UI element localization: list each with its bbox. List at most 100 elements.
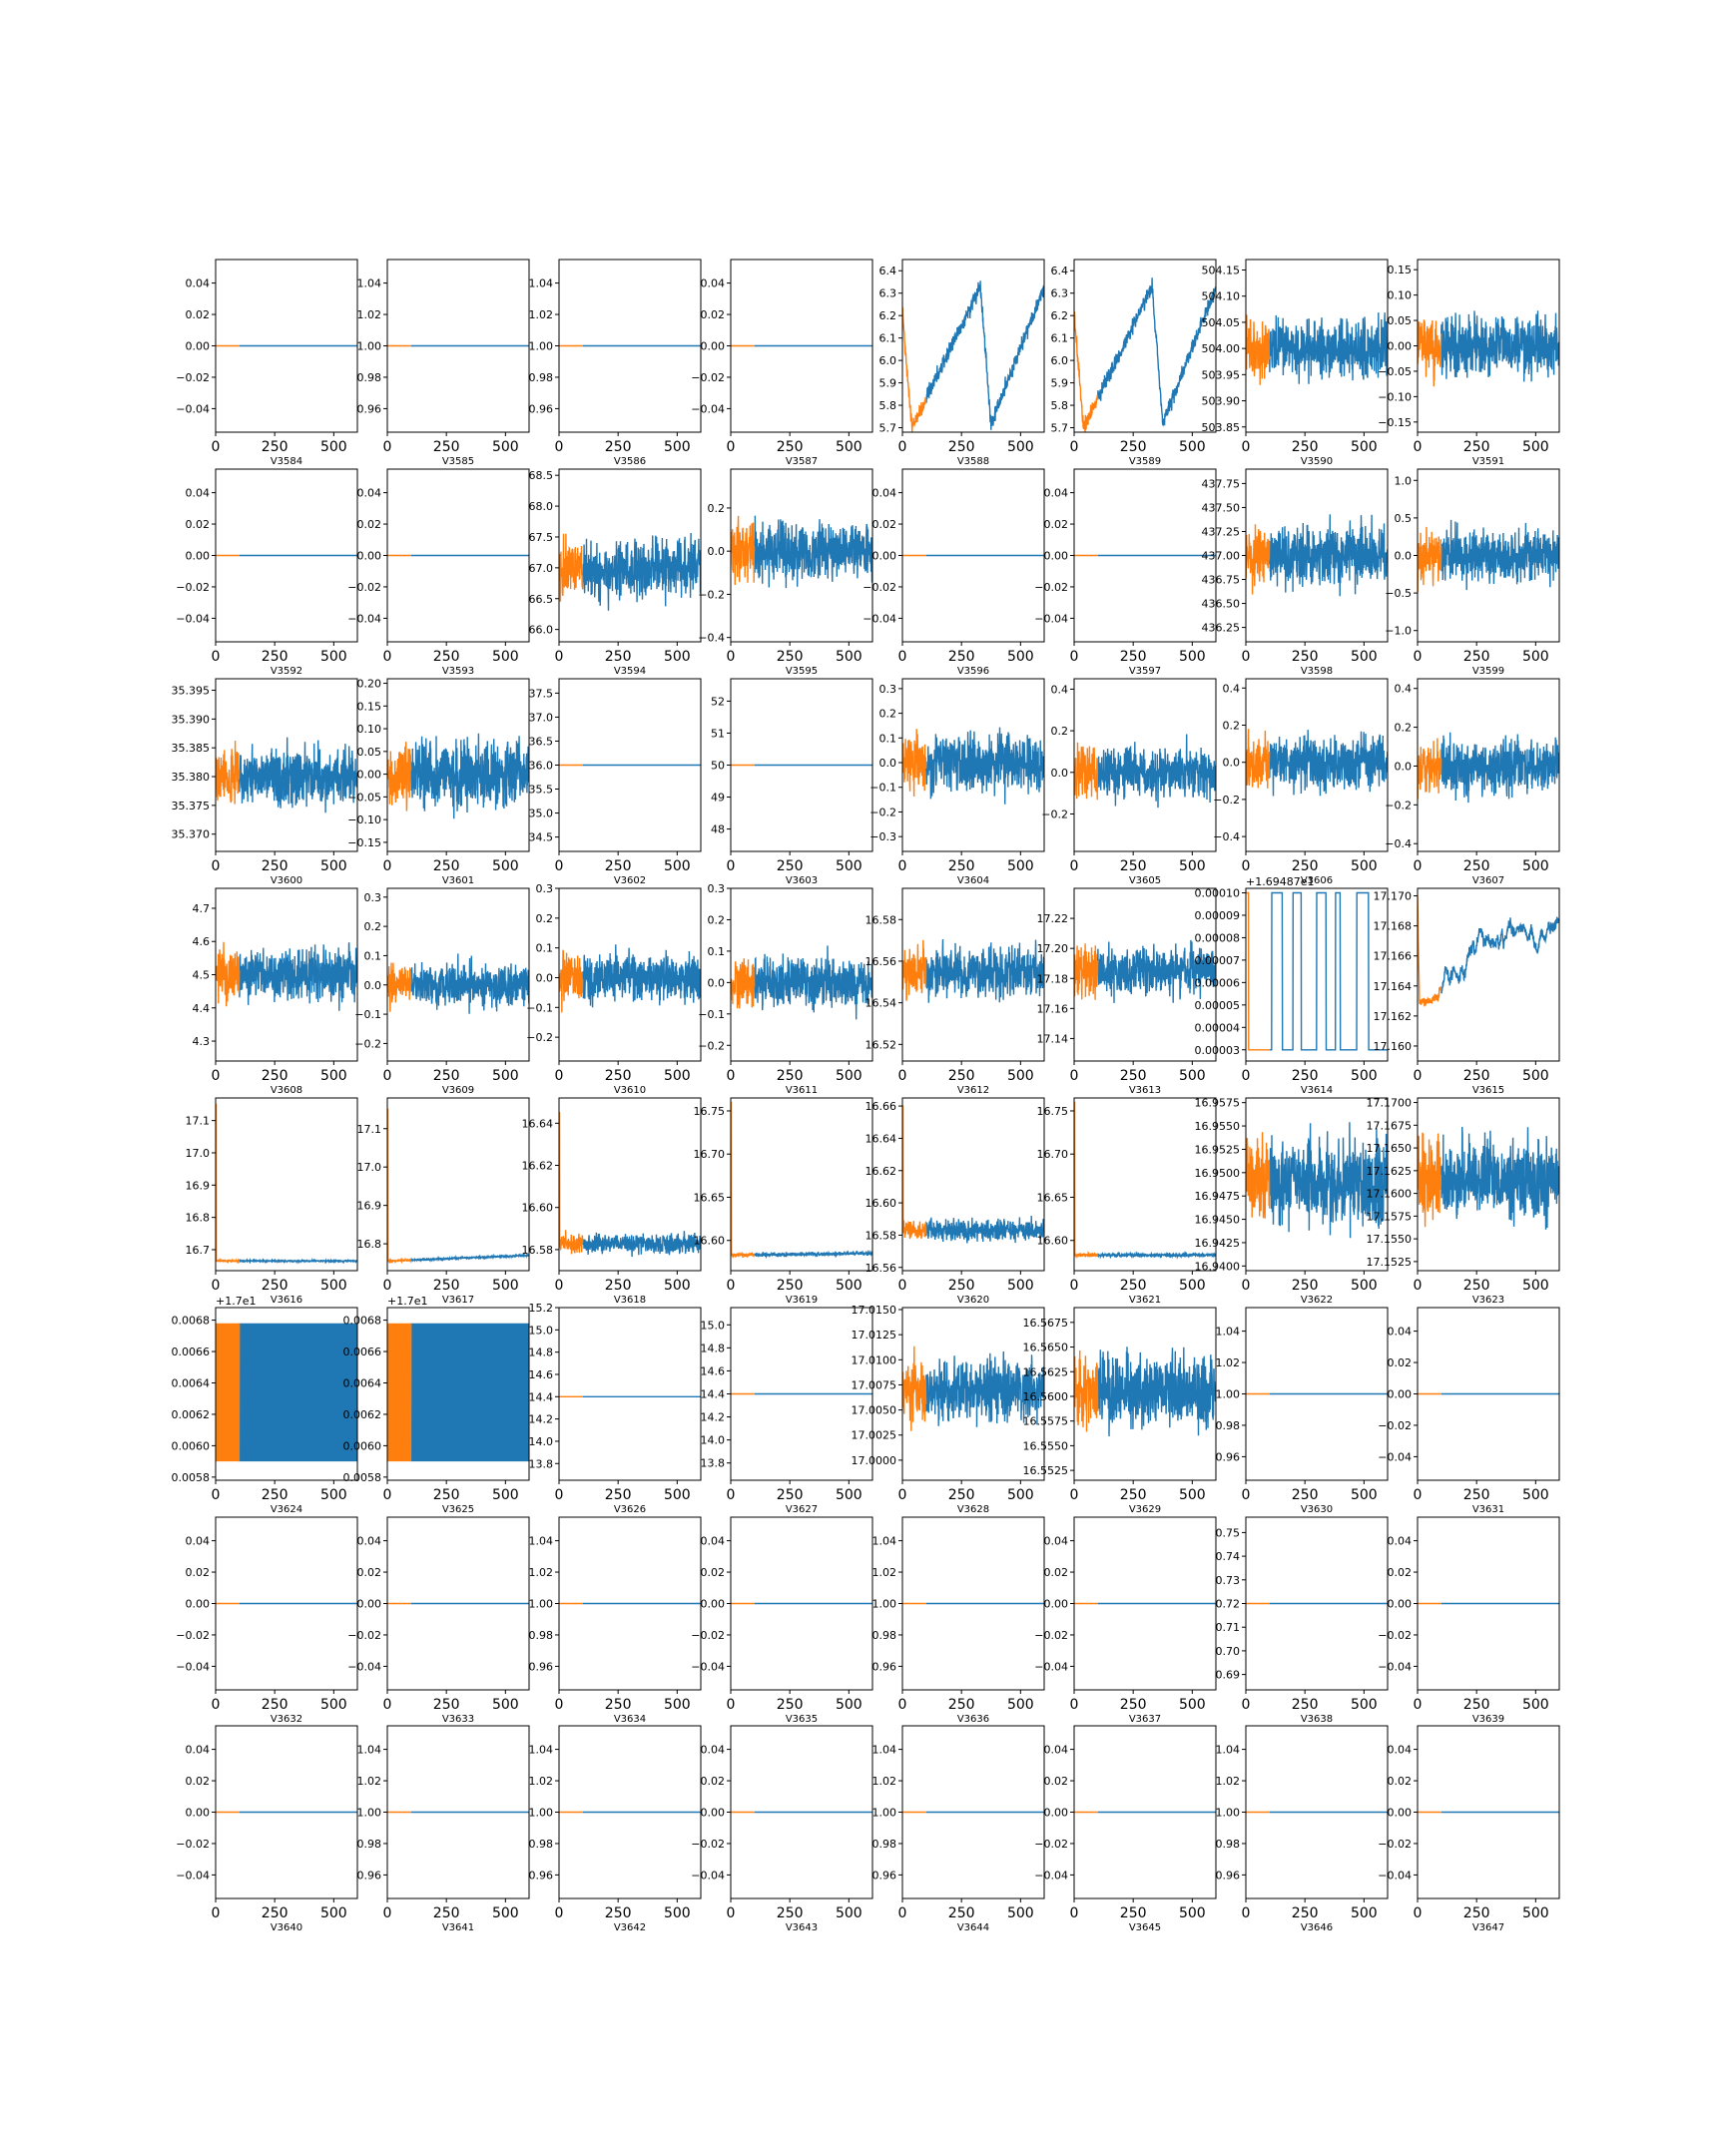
axes-frame (1417, 1097, 1560, 1272)
ytick-label: 0.04 (701, 1535, 726, 1548)
ytick-label: 17.1675 (1367, 1119, 1413, 1132)
ytick-label: 67.5 (529, 531, 554, 544)
series-test-line (1097, 939, 1216, 1003)
ytick-label: 16.64 (865, 1132, 897, 1145)
ytick-label: 16.52 (865, 1038, 897, 1051)
ytick-label: 16.9450 (1195, 1214, 1241, 1227)
ytick-label: 1.00 (357, 340, 382, 353)
xtick-label: 250 (433, 1068, 460, 1084)
xtick-label: 250 (433, 439, 460, 455)
ytick-label: 15.0 (701, 1319, 726, 1332)
ytick-label: −0.2 (698, 588, 725, 601)
xtick-label: 0 (1070, 439, 1079, 455)
ytick-label: 0.0 (536, 971, 554, 984)
ytick-label: −0.02 (691, 371, 725, 384)
series-test-line (925, 280, 1044, 430)
ytick-label: 0.00004 (1195, 1021, 1241, 1034)
xtick-label: 500 (1007, 1905, 1034, 1921)
ytick-label: −0.04 (1034, 1660, 1068, 1673)
subplot-xlabel: V3604 (957, 875, 989, 886)
ytick-label: −0.02 (176, 371, 210, 384)
ytick-label: 17.0000 (852, 1454, 897, 1467)
ytick-label: 0.04 (357, 1535, 382, 1548)
subplot-V3629: 16.5675 16.5650 16.5625 16.5600 16.5575 16.55… (1023, 1307, 1217, 1515)
xtick-label: 0 (212, 1905, 221, 1921)
ytick-label: 0.1 (364, 949, 382, 962)
ytick-label: 0.2 (879, 708, 897, 721)
xtick-label: 500 (1351, 1278, 1378, 1294)
xtick-label: 250 (948, 1905, 975, 1921)
xtick-label: 0 (212, 1278, 221, 1294)
subplot-xlabel: V3612 (957, 1085, 989, 1096)
xtick-label: 250 (1120, 1487, 1147, 1503)
xtick-label: 500 (1179, 1697, 1206, 1713)
series-test-line (239, 1323, 357, 1462)
subplot-xlabel: V3620 (957, 1295, 989, 1306)
series-train-line (559, 949, 584, 1013)
ytick-label: 0.04 (1388, 1326, 1413, 1339)
xtick-label: 0 (555, 1068, 564, 1084)
subplot-V3585: 1.04 1.02 1.00 0.98 0.96 0 250 500 V3585 (357, 259, 530, 467)
series-train-line (1418, 738, 1442, 800)
ytick-label: 0.00003 (1195, 1044, 1241, 1057)
ytick-label: 0.00 (1388, 1598, 1413, 1611)
xtick-label: 0 (727, 1068, 736, 1084)
ytick-label: 66.0 (529, 624, 554, 637)
ytick-label: 17.160 (1374, 1040, 1413, 1053)
subplot-V3619: 16.75 16.70 16.65 16.60 0 250 500 V3619 (694, 1097, 873, 1306)
subplot-V3634: 1.04 1.02 1.00 0.98 0.96 0 250 500 V3634 (529, 1516, 702, 1725)
ytick-label: 14.6 (529, 1368, 554, 1381)
ytick-label: 0.98 (529, 1629, 554, 1642)
ytick-label: 1.00 (529, 1807, 554, 1820)
xtick-label: 500 (1522, 1697, 1549, 1713)
xtick-label: 0 (898, 1905, 907, 1921)
ytick-label: 1.02 (357, 1775, 382, 1788)
ytick-label: −0.02 (176, 1629, 210, 1642)
series-train-line (1074, 943, 1099, 1000)
series-test-line (1269, 312, 1388, 384)
xtick-label: 250 (777, 1905, 804, 1921)
axes-frame (386, 887, 530, 1062)
subplot-xlabel: V3614 (1301, 1085, 1333, 1096)
ytick-label: 0.98 (357, 371, 382, 384)
ytick-label: 66.5 (529, 593, 554, 606)
ytick-label: 1.04 (872, 1744, 897, 1757)
ytick-label: −0.05 (1378, 365, 1412, 378)
ytick-label: −0.4 (698, 632, 725, 645)
ytick-label: 16.75 (694, 1105, 726, 1118)
series-train-line (1246, 891, 1270, 1051)
subplot-xlabel: V3637 (1129, 1714, 1161, 1725)
ytick-label: 1.02 (872, 1566, 897, 1579)
ytick-label: 0.02 (357, 518, 382, 531)
ytick-label: 5.8 (879, 399, 897, 412)
series-test-line (1269, 891, 1388, 1051)
ytick-label: 16.58 (865, 1229, 897, 1242)
xtick-label: 0 (1242, 858, 1251, 874)
subplot-xlabel: V3603 (786, 875, 818, 886)
ytick-label: 0.02 (872, 518, 897, 531)
ytick-label: 0.0068 (172, 1315, 211, 1328)
ytick-label: 0.0064 (343, 1376, 382, 1389)
ytick-label: 0.02 (1044, 1566, 1069, 1579)
ytick-label: 0.1 (536, 942, 554, 955)
xtick-label: 500 (836, 649, 862, 665)
series-test-line (410, 1323, 529, 1462)
series-train-line (387, 1323, 412, 1462)
xtick-label: 250 (948, 1068, 975, 1084)
xtick-label: 500 (836, 858, 862, 874)
ytick-label: 0.00 (1044, 1598, 1069, 1611)
xtick-label: 250 (433, 649, 460, 665)
ytick-label: 1.00 (529, 1598, 554, 1611)
xtick-label: 500 (492, 649, 519, 665)
xtick-label: 0 (727, 1905, 736, 1921)
xtick-label: 0 (1070, 1905, 1079, 1921)
ytick-label: 37.5 (529, 687, 554, 700)
xtick-label: 500 (1179, 858, 1206, 874)
ytick-label: 0.00010 (1195, 886, 1241, 899)
ytick-label: −0.04 (176, 402, 210, 415)
xtick-label: 0 (1070, 1487, 1079, 1503)
ytick-label: 0.98 (1216, 1419, 1241, 1432)
ytick-label: 35.0 (529, 808, 554, 820)
xtick-label: 0 (727, 439, 736, 455)
ytick-label: 0.75 (1216, 1526, 1241, 1539)
